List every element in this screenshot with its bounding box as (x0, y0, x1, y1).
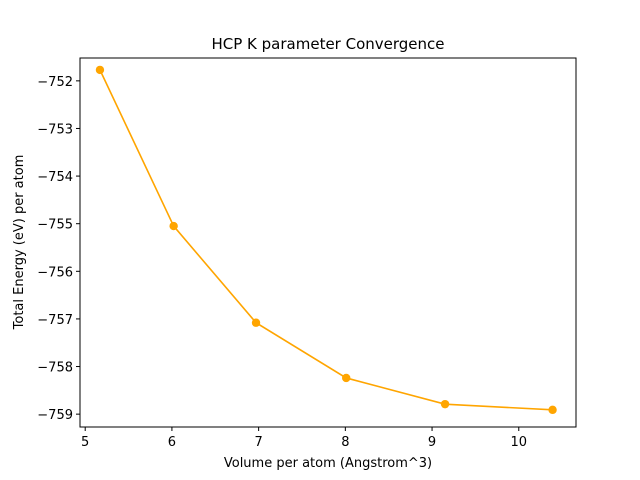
y-tick-label: −752 (37, 75, 73, 90)
x-tick-label: 9 (428, 435, 436, 450)
y-tick-label: −759 (37, 408, 73, 423)
x-tick-label: 6 (168, 435, 176, 450)
data-point (342, 373, 351, 383)
x-tick-label: 10 (510, 435, 527, 450)
data-point (440, 399, 450, 409)
y-tick-label: −758 (37, 361, 73, 376)
data-point (548, 405, 557, 415)
axis-ticks: 5 6 7 8 9 10 −759 −758 −757 −756 −755 −754 −753 −752 (37, 75, 527, 450)
y-tick-label: −754 (37, 170, 73, 185)
x-tick-label: 5 (81, 435, 89, 450)
data-point (95, 65, 105, 75)
axes-frame (79, 57, 577, 428)
x-axis-label: Volume per atom (Angstrom^3) (224, 456, 432, 471)
data-point (169, 221, 178, 231)
data-point (251, 318, 261, 327)
x-tick-label: 8 (341, 435, 349, 450)
y-tick-label: −757 (37, 313, 73, 328)
x-tick-label: 7 (254, 435, 262, 450)
series-line (99, 69, 553, 411)
y-tick-label: −756 (37, 265, 73, 280)
plot-area (95, 65, 557, 415)
y-tick-label: −755 (37, 218, 73, 233)
y-axis-label: Total Energy (eV) per atom (12, 155, 27, 331)
y-tick-label: −753 (37, 122, 73, 137)
chart-title: HCP K parameter Convergence (211, 35, 444, 53)
